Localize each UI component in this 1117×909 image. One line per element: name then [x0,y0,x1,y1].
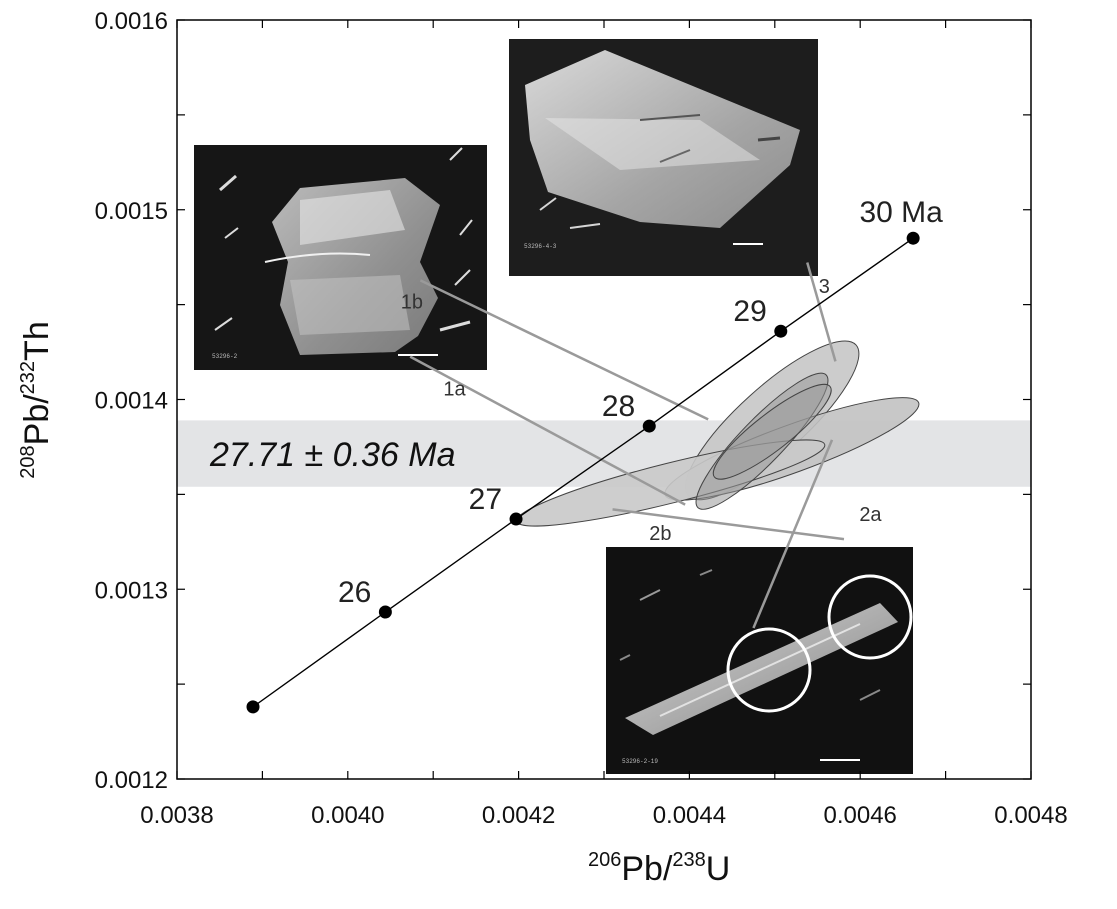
concordia-point [378,605,392,619]
y-tick-label: 0.0012 [95,767,168,794]
concordia-point [642,419,656,433]
ellipse-annotation: 2b [649,523,671,545]
sem-image-grain-3: 53296-4-3 [509,39,818,276]
sem-image-grain-1: 53296-2 [194,145,487,370]
age-label: 26 [338,576,371,609]
ellipse-annotation: 1a [443,379,466,401]
x-tick-label: 0.0048 [994,802,1067,829]
concordia-point [246,700,260,714]
mean-age-label: 27.71 ± 0.36 Ma [209,436,456,474]
spot-2a-circle [726,627,812,713]
concordia-point [509,512,523,526]
ellipse-annotations: 1b 1a 3 2a 2b [401,276,883,545]
ellipse-annotation: 3 [819,276,830,298]
x-tick-label: 0.0044 [653,802,726,829]
callout-line [806,262,837,362]
x-tick-label: 0.0040 [311,802,384,829]
y-tick-label: 0.0016 [95,8,168,35]
age-label: 27 [469,483,502,516]
concordia-line [252,237,914,708]
x-axis-title: 206Pb/238U [588,849,730,888]
age-label: 29 [733,295,766,328]
concordia-curve: 26 27 28 29 30 Ma [246,196,943,714]
y-tick-label: 0.0013 [95,577,168,604]
sem-caption-3: 53296-4-3 [524,243,557,250]
sem-caption-1: 53296-2 [212,353,238,360]
x-tick-label: 0.0038 [140,802,213,829]
axes: 0.0038 0.0040 0.0042 0.0044 0.0046 0.0048 0.00… [95,8,1068,829]
concordia-point [774,324,788,338]
y-tick-label: 0.0014 [95,388,168,415]
error-ellipses [515,340,920,527]
x-tick-label: 0.0042 [482,802,555,829]
callout-lines [409,262,845,629]
callout-line [419,279,709,421]
error-ellipse [712,383,832,480]
callout-line [612,508,845,541]
sem-image-grain-2: 53296-2-19 [606,547,913,774]
callout-line [752,439,834,629]
concordia-point [906,231,920,245]
age-label: 28 [602,390,635,423]
y-tick-label: 0.0015 [95,198,168,225]
sem-caption-2: 53296-2-19 [622,758,658,765]
x-tick-label: 0.0046 [823,802,896,829]
callout-line [409,355,686,506]
ellipse-annotation: 2a [859,504,882,526]
ellipse-annotation: 1b [401,291,423,313]
spot-2b-circle [827,574,913,660]
y-axis-title: 208Pb/232Th [17,321,56,478]
age-label: 30 Ma [859,196,943,229]
